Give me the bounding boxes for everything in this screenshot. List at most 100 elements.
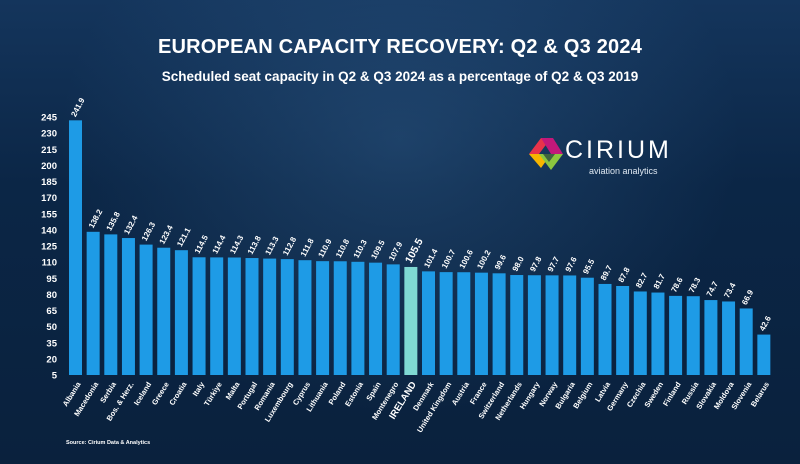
value-label: 98.0	[511, 255, 527, 273]
y-tick-label: 170	[41, 193, 57, 204]
bar-montenegro	[386, 264, 400, 375]
bar-bulgaria	[563, 275, 577, 375]
value-label: 100.2	[475, 248, 493, 270]
y-tick-label: 80	[46, 290, 57, 301]
y-tick-label: 230	[41, 129, 57, 140]
bar-iceland	[139, 244, 153, 375]
bar-slovakia	[704, 300, 718, 375]
value-label: 74.7	[705, 280, 721, 298]
category-label: Finland	[661, 380, 683, 408]
bar-czechia	[633, 291, 647, 375]
value-label: 97.7	[546, 255, 562, 273]
value-label: 100.6	[458, 248, 476, 270]
value-label: 107.9	[387, 240, 405, 262]
logo-tagline: aviation analytics	[589, 166, 658, 176]
value-label: 109.5	[369, 238, 387, 260]
y-tick-label: 215	[41, 145, 58, 156]
bar-russia	[686, 296, 700, 375]
bar-moldova	[722, 301, 736, 375]
bar-belarus	[757, 334, 771, 375]
bar-switzerland	[492, 273, 506, 375]
y-tick-label: 185	[41, 177, 58, 188]
value-label: 112.8	[281, 235, 298, 257]
y-tick-label: 245	[41, 113, 58, 124]
category-label: Malta	[224, 380, 242, 402]
value-label: 78.3	[687, 276, 703, 294]
category-label: Estonia	[343, 380, 365, 408]
value-label: 114.4	[211, 233, 228, 255]
bar-united-kingdom	[439, 272, 453, 375]
logo-wordmark: CIRIUM	[565, 136, 672, 164]
value-label: 110.8	[334, 237, 351, 259]
category-label: Croatia	[167, 380, 189, 407]
bar-slovenia	[739, 308, 753, 375]
bar-croatia	[174, 250, 188, 375]
y-tick-label: 65	[46, 306, 57, 317]
bar-spain	[369, 262, 383, 375]
y-axis: 5 20 35 50 65 80 95 110 125 140 155 170 185 200 215 230…	[41, 113, 58, 382]
y-tick-label: 200	[41, 161, 57, 172]
value-label: 113.8	[246, 234, 263, 256]
category-label: Austria	[450, 380, 472, 407]
bar-estonia	[351, 261, 365, 375]
bar-macedonia	[86, 231, 100, 375]
bar-netherlands	[510, 275, 524, 375]
bar-portugal	[245, 258, 259, 375]
bar-malta	[227, 257, 241, 375]
y-tick-label: 125	[41, 242, 58, 253]
value-label: 66.9	[740, 288, 756, 306]
bar-cyprus	[298, 260, 312, 375]
y-tick-label: 50	[46, 322, 57, 333]
chart-title: EUROPEAN CAPACITY RECOVERY: Q2 & Q3 2024	[157, 36, 643, 58]
value-label: 82.7	[634, 271, 650, 289]
bar-greece	[157, 247, 171, 375]
bar-france	[474, 272, 488, 375]
value-label: 132.4	[122, 214, 140, 236]
bar-finland	[669, 295, 683, 375]
bar-lithuania	[316, 261, 330, 375]
value-label: 110.9	[316, 237, 333, 259]
value-label: 241.9	[69, 96, 87, 118]
bar-ireland	[404, 266, 418, 375]
bar-t-rkiye	[210, 257, 224, 375]
value-label: 135.8	[105, 210, 123, 232]
bar-germany	[616, 285, 630, 375]
bar-sweden	[651, 292, 665, 375]
value-label: 126.3	[140, 220, 158, 242]
value-label: 81.7	[652, 272, 668, 290]
value-label: 123.4	[158, 223, 176, 245]
source-note: Source: Cirium Data & Analytics	[66, 440, 151, 446]
bar-bos-herz-	[121, 238, 135, 375]
y-tick-label: 20	[46, 354, 57, 365]
y-tick-label: 140	[41, 225, 57, 236]
bar-belgium	[580, 277, 594, 375]
bar-luxembourg	[280, 259, 294, 375]
bar-austria	[457, 272, 471, 375]
value-label: 138.2	[87, 207, 105, 229]
y-tick-label: 110	[42, 258, 57, 269]
y-tick-label: 155	[41, 209, 58, 220]
bar-serbia	[104, 234, 118, 375]
value-label: 97.6	[564, 255, 580, 273]
cirium-logo: CIRIUM aviation analytics	[527, 134, 727, 184]
value-label: 114.3	[228, 233, 245, 255]
bar-hungary	[527, 275, 541, 375]
value-label: 95.5	[581, 257, 597, 275]
bar-latvia	[598, 283, 612, 375]
bar-denmark	[422, 271, 435, 375]
y-tick-label: 95	[46, 274, 57, 285]
bar-norway	[545, 275, 559, 375]
value-label: 42.6	[758, 314, 774, 332]
value-label: 89.7	[599, 263, 615, 281]
bar-romania	[263, 258, 277, 375]
bar-series	[69, 120, 771, 376]
value-label: 100.7	[440, 248, 458, 270]
bar-italy	[192, 257, 206, 375]
bar-albania	[69, 120, 82, 376]
value-label: 114.5	[193, 233, 210, 255]
value-label: 87.8	[616, 265, 632, 283]
y-tick-label: 35	[46, 338, 57, 349]
value-label: 97.8	[528, 255, 544, 273]
